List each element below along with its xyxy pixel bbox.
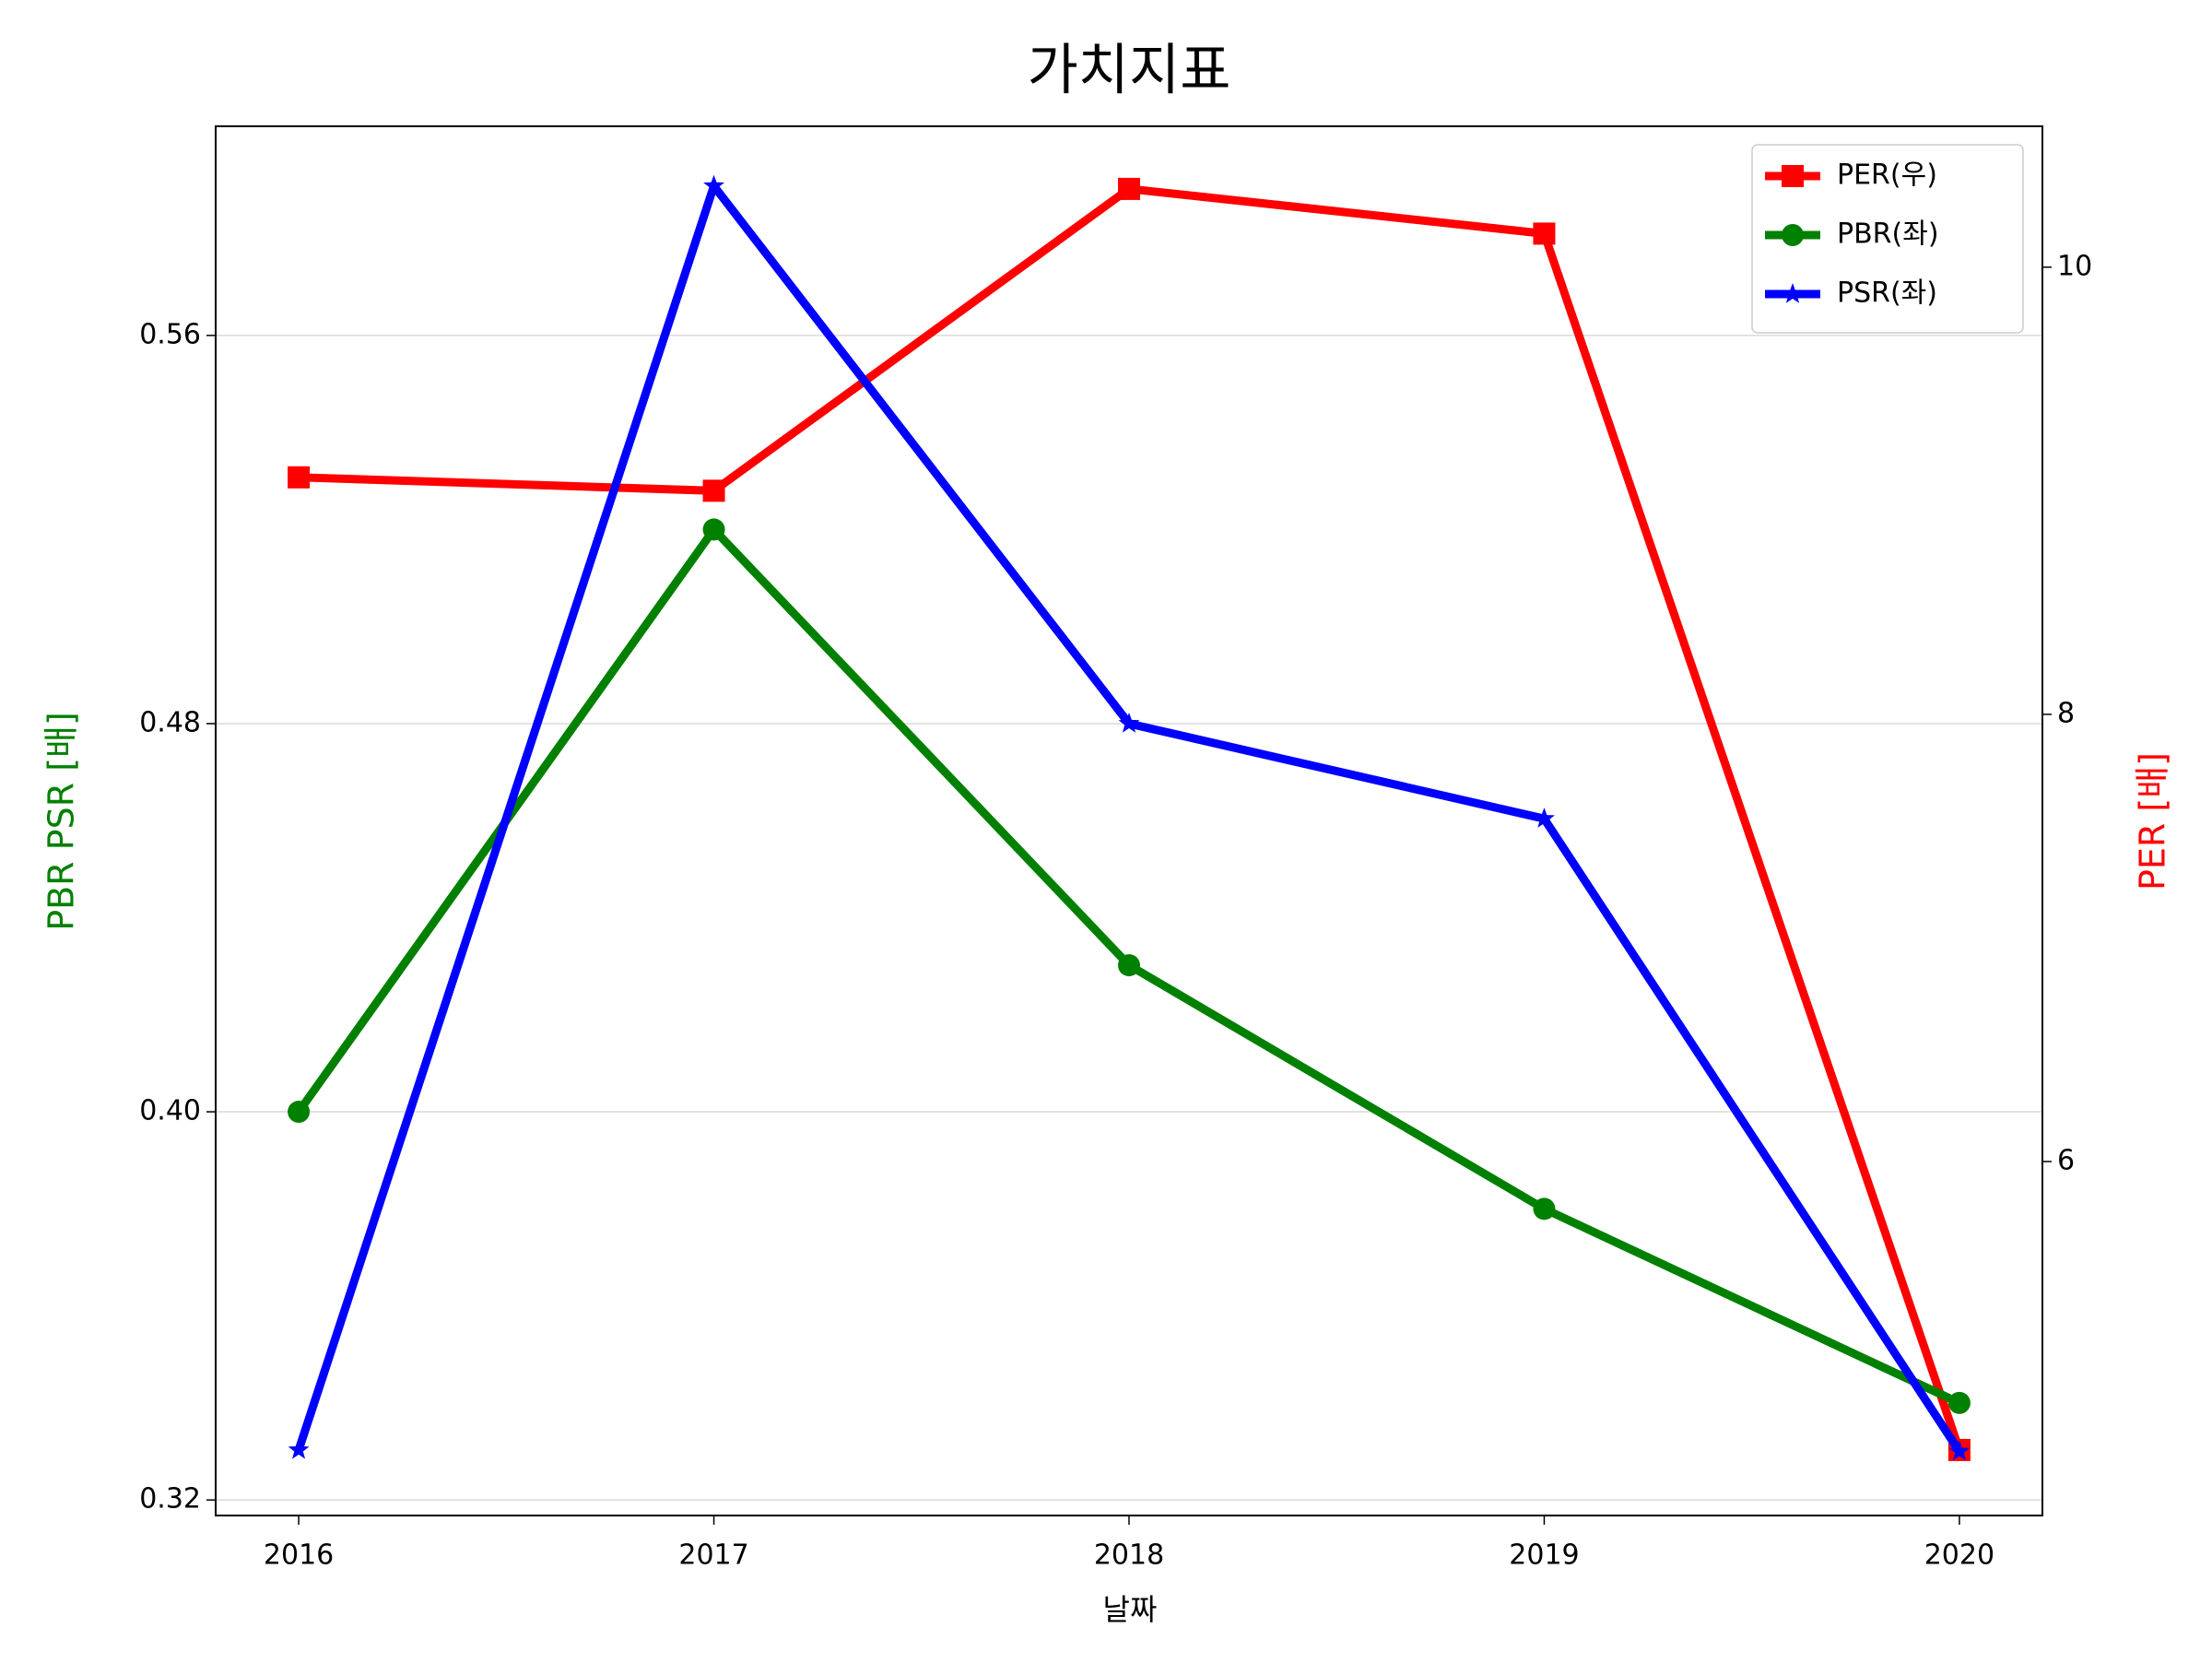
legend-marker <box>1782 283 1804 303</box>
y2-tick-label: 8 <box>2057 697 2075 729</box>
plot-frame <box>215 125 2043 1516</box>
marker <box>288 1101 311 1124</box>
marker <box>703 174 724 195</box>
x-tick-label: 2019 <box>1509 1539 1579 1572</box>
marker <box>1947 1391 1971 1414</box>
y2-axis-label: PER [배] <box>2133 752 2173 890</box>
y2-tick-label: 10 <box>2057 250 2092 282</box>
y2-tick-label: 6 <box>2057 1145 2075 1177</box>
marker <box>1118 954 1140 977</box>
legend-label: PSR(좌) <box>1837 277 1937 310</box>
marker <box>1948 1440 1971 1461</box>
marker <box>1118 177 1140 200</box>
y-tick-label: 0.56 <box>139 318 201 350</box>
x-tick-label: 2016 <box>264 1539 334 1572</box>
y-tick-label: 0.40 <box>139 1095 201 1127</box>
x-tick-label: 2020 <box>1924 1539 1994 1572</box>
marker <box>288 466 311 489</box>
marker <box>1533 222 1556 245</box>
x-axis-label: 날짜 <box>1103 1592 1158 1627</box>
marker <box>702 518 725 541</box>
marker <box>1118 713 1140 733</box>
marker <box>1534 808 1555 828</box>
marker <box>1533 1197 1556 1221</box>
legend-label: PBR(좌) <box>1837 218 1939 251</box>
legend-marker <box>1782 165 1804 187</box>
x-tick-label: 2017 <box>678 1539 748 1572</box>
x-tick-label: 2018 <box>1094 1539 1164 1572</box>
legend-marker <box>1782 224 1804 246</box>
legend-label: PER(우) <box>1837 159 1937 192</box>
y-tick-label: 0.32 <box>139 1483 201 1516</box>
y-tick-label: 0.48 <box>139 706 201 738</box>
chart-title: 가치지표 <box>1028 39 1231 103</box>
marker <box>702 479 725 502</box>
legend-box <box>1751 144 2024 334</box>
y-axis-label: PBR PSR [배] <box>41 712 82 931</box>
marker <box>288 1438 310 1459</box>
